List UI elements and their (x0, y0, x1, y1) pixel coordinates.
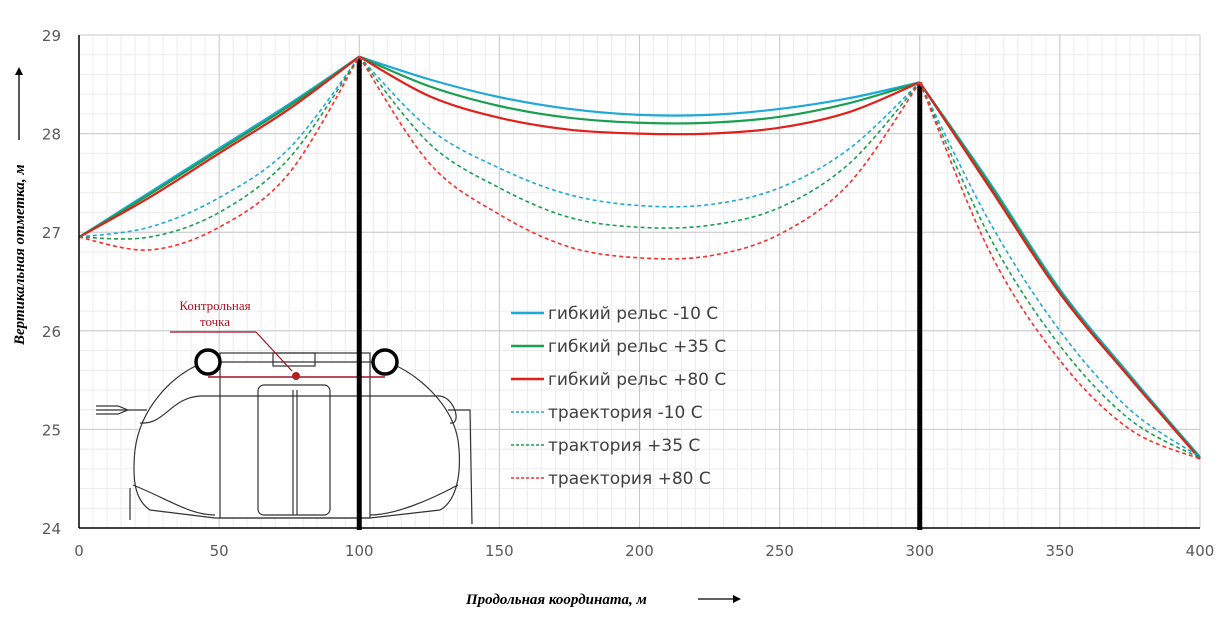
y-tick-label: 26 (42, 323, 61, 341)
series-line-трактория-+35-С (78, 56, 1201, 459)
vehicle-cross-section-drawing: Контрольная точка (96, 298, 473, 525)
series-line-траектория--10-С (78, 56, 1201, 458)
y-axis-title: Вертикальная отметка, м (12, 67, 28, 346)
vehicle-skirt (132, 484, 459, 516)
vehicle-waistline (139, 395, 457, 424)
legend-label: траектория -10 С (548, 403, 703, 423)
legend-label: гибкий рельс +80 С (548, 370, 726, 390)
x-tick-label: 150 (485, 542, 514, 560)
y-tick-label: 28 (42, 126, 61, 144)
x-tick-label: 100 (345, 542, 374, 560)
x-tick-label: 400 (1186, 542, 1215, 560)
series-lines (78, 55, 1201, 460)
x-tick-label: 50 (210, 542, 229, 560)
y-tick-label: 25 (42, 421, 61, 439)
vehicle-door (257, 384, 331, 516)
annotation-line1: Контрольная (179, 298, 250, 313)
x-tick-label: 250 (765, 542, 794, 560)
support-pillars (356, 56, 923, 530)
legend-label: траектория +80 С (548, 469, 711, 489)
legend-label: гибкий рельс +35 С (548, 337, 726, 357)
series-line-траектория-+80-С (78, 56, 1201, 460)
left-coupler (96, 405, 147, 415)
roof-box (272, 352, 316, 367)
annotation-line2: точка (200, 314, 230, 329)
y-axis-label: Вертикальная отметка, м (12, 164, 28, 346)
legend-label: трактория +35 С (548, 436, 700, 456)
legend-label: гибкий рельс -10 С (548, 304, 718, 324)
x-tick-label: 350 (1046, 542, 1075, 560)
y-tick-label: 27 (42, 224, 61, 242)
series-line-гибкий-рельс-+80-С (78, 55, 1201, 460)
control-point-marker (292, 372, 300, 380)
y-tick-label: 29 (42, 27, 61, 45)
x-axis-arrow-icon (698, 595, 741, 603)
y-axis-arrow-icon (15, 67, 23, 140)
legend: гибкий рельс -10 С гибкий рельс +35 С гибк… (511, 304, 726, 489)
right-wheel-icon (371, 348, 399, 376)
annotation-arrow (255, 331, 293, 372)
x-axis-label: Продольная координата, м (465, 592, 647, 608)
x-tick-label: 200 (625, 542, 654, 560)
tick-labels: 0 50 100 150 200 250 300 350 400 24 25 26 27 28 29 (42, 27, 1214, 560)
x-tick-label: 0 (74, 542, 84, 560)
right-coupler (129, 409, 473, 525)
y-tick-label: 24 (42, 520, 61, 538)
left-wheel-icon (194, 348, 222, 376)
x-tick-label: 300 (905, 542, 934, 560)
axes (78, 35, 1200, 529)
